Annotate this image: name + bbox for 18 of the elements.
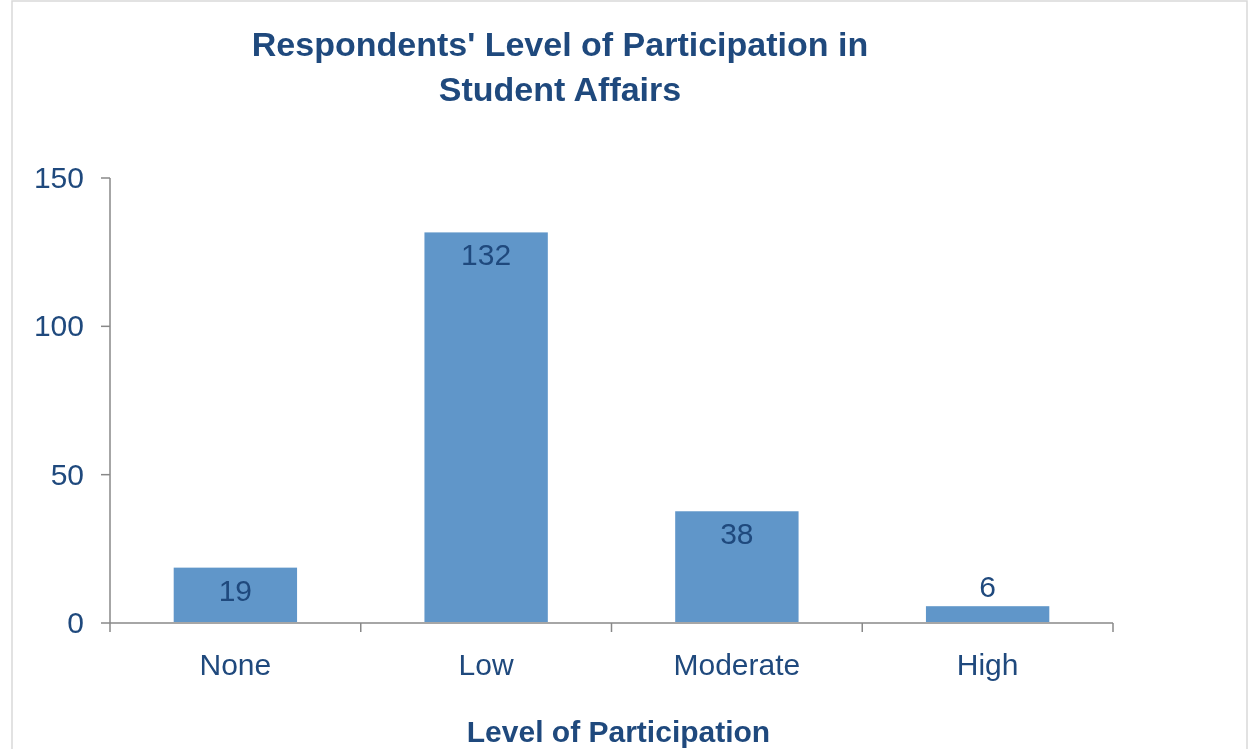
chart-title: Respondents' Level of Participation in Student Affairs bbox=[251, 25, 869, 108]
x-tick-label: Low bbox=[458, 648, 514, 681]
y-tick-label: 100 bbox=[33, 309, 84, 343]
bar bbox=[422, 230, 550, 624]
data-label: 6 bbox=[979, 570, 996, 604]
x-tick-label: High bbox=[956, 648, 1019, 681]
data-label: 132 bbox=[461, 238, 512, 272]
x-tick-label: Moderate bbox=[673, 648, 801, 681]
bar bbox=[923, 604, 1052, 624]
y-tick-label: 50 bbox=[50, 457, 84, 491]
x-axis-title: Level of Participation bbox=[466, 715, 771, 748]
x-tick-label: None bbox=[199, 648, 272, 681]
data-label: 38 bbox=[720, 517, 754, 551]
bar bbox=[673, 509, 801, 624]
y-tick-label: 0 bbox=[67, 606, 84, 639]
bar bbox=[171, 565, 300, 624]
y-tick-label: 150 bbox=[33, 161, 84, 194]
data-label: 19 bbox=[218, 573, 253, 607]
